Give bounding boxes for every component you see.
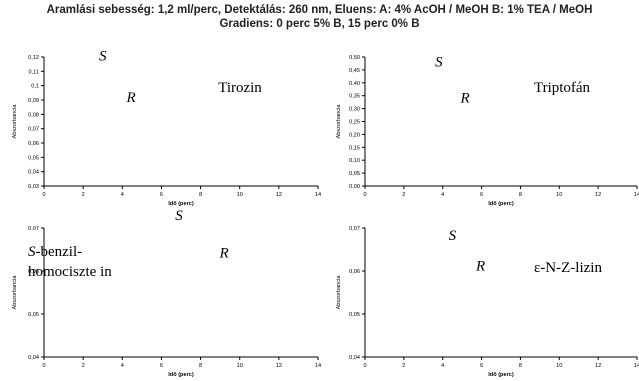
x-tick-label: 12 <box>595 192 601 198</box>
peak-label-r: R <box>218 245 228 261</box>
x-tick-label: 2 <box>82 363 85 369</box>
y-tick-label: 0,12 <box>28 55 39 61</box>
y-tick-label: 0,35 <box>349 94 360 100</box>
y-tick-label: 0,15 <box>349 145 360 151</box>
x-axis-title: Idő (perc) <box>168 201 194 207</box>
y-tick-label: 0,06 <box>28 269 39 275</box>
x-tick-label: 0 <box>363 363 366 369</box>
x-tick-label: 10 <box>237 192 243 198</box>
chart-panel-4: 0,04 0,05 0,06 0,07 0 2 4 6 8 10 12 14 Idő (perc) Abs… <box>336 226 639 378</box>
compound-label: S-benzil- <box>28 244 82 260</box>
y-axis-title: Abszorbancia <box>12 275 18 310</box>
compound-label-rest: -benzil- <box>36 244 83 260</box>
y-tick-label: 0,07 <box>28 226 39 232</box>
x-tick-label: 0 <box>42 363 45 369</box>
y-tick-label: 0,04 <box>349 355 360 361</box>
peak-label-r: R <box>459 91 469 107</box>
x-tick-label: 6 <box>480 192 483 198</box>
chart-panel-3: 0,04 0,05 0,06 0,07 0 2 4 6 8 10 12 14 Idő (perc) Abs… <box>12 208 321 378</box>
x-tick-label: 0 <box>42 192 45 198</box>
x-tick-label: 10 <box>556 363 562 369</box>
peak-label-s: S <box>99 48 107 64</box>
x-tick-label: 8 <box>519 192 522 198</box>
y-tick-label: 0,07 <box>28 127 39 133</box>
y-tick-label: 0,00 <box>349 184 360 190</box>
x-tick-label: 6 <box>160 192 163 198</box>
header-line-2: Gradiens: 0 perc 5% B, 15 perc 0% B <box>219 18 420 30</box>
y-tick-label: 0,06 <box>349 269 360 275</box>
peak-label-r: R <box>475 259 485 275</box>
x-axis-title: Idő (perc) <box>168 372 194 378</box>
x-tick-label: 2 <box>82 192 85 198</box>
x-axis-title: Idő (perc) <box>488 372 514 378</box>
y-tick-label: 0,20 <box>349 132 360 138</box>
compound-label: Tirozin <box>218 80 262 96</box>
x-tick-label: 8 <box>199 192 202 198</box>
x-tick-label: 14 <box>315 363 321 369</box>
y-tick-label: 0,11 <box>29 69 39 75</box>
y-tick-label: 0,09 <box>28 98 39 104</box>
y-tick-label: 0,07 <box>349 226 360 232</box>
y-axis-title: Abszorbancia <box>336 104 342 139</box>
y-tick-label: 0,10 <box>349 158 360 164</box>
y-tick-label: 0,04 <box>28 355 39 361</box>
x-tick-label: 12 <box>276 192 282 198</box>
y-tick-label: 0,08 <box>28 112 39 118</box>
y-tick-label: 0,30 <box>349 107 360 113</box>
compound-label: ε-N-Z-lizin <box>534 260 602 276</box>
x-tick-label: 10 <box>237 363 243 369</box>
y-axis-title: Abszorbancia <box>336 275 342 310</box>
x-tick-label: 2 <box>402 363 405 369</box>
x-tick-label: 12 <box>276 363 282 369</box>
x-tick-label: 0 <box>363 192 366 198</box>
x-tick-label: 6 <box>160 363 163 369</box>
compound-label-italic: S <box>28 244 36 260</box>
x-tick-label: 14 <box>315 192 321 198</box>
peak-label-r: R <box>126 90 136 106</box>
peak-label-s: S <box>449 228 457 244</box>
y-tick-label: 0,25 <box>349 120 360 126</box>
compound-label-line-2: homociszte in <box>28 264 112 280</box>
y-axis-title: Abszorbancia <box>12 104 18 139</box>
y-tick-label: 0,05 <box>349 171 360 177</box>
y-tick-label: 0,1 <box>31 84 39 90</box>
compound-label: Triptofán <box>534 80 591 96</box>
x-tick-label: 14 <box>634 363 639 369</box>
y-tick-label: 0,03 <box>28 184 39 190</box>
chart-panel-1: 0,03 0,04 0,05 0,06 0,07 0,08 0,09 0,1 0,11 0,12 0… <box>12 48 321 207</box>
x-tick-label: 8 <box>519 363 522 369</box>
peak-label-s: S <box>175 208 183 224</box>
chart-panel-2: 0,00 0,05 0,10 0,15 0,20 0,25 0,30 0,35 0,40 0,45… <box>336 54 639 207</box>
x-axis-title: Idő (perc) <box>488 201 514 207</box>
y-tick-label: 0,05 <box>349 312 360 318</box>
x-tick-label: 8 <box>199 363 202 369</box>
x-tick-label: 4 <box>121 363 124 369</box>
x-tick-label: 4 <box>121 192 124 198</box>
y-tick-label: 0,05 <box>28 155 39 161</box>
y-tick-label: 0,45 <box>349 68 360 74</box>
y-tick-label: 0,50 <box>349 55 360 61</box>
y-tick-label: 0,06 <box>28 141 39 147</box>
x-tick-label: 2 <box>402 192 405 198</box>
peak-label-s: S <box>435 54 443 70</box>
y-tick-label: 0,05 <box>28 312 39 318</box>
x-tick-label: 10 <box>556 192 562 198</box>
y-tick-label: 0,40 <box>349 81 360 87</box>
x-tick-label: 4 <box>441 363 444 369</box>
header-line-1: Aramlási sebesség: 1,2 ml/perc, Detektál… <box>46 4 593 16</box>
x-tick-label: 12 <box>595 363 601 369</box>
x-tick-label: 14 <box>634 192 639 198</box>
x-tick-label: 6 <box>480 363 483 369</box>
x-tick-label: 4 <box>441 192 444 198</box>
y-tick-label: 0,04 <box>28 170 39 176</box>
